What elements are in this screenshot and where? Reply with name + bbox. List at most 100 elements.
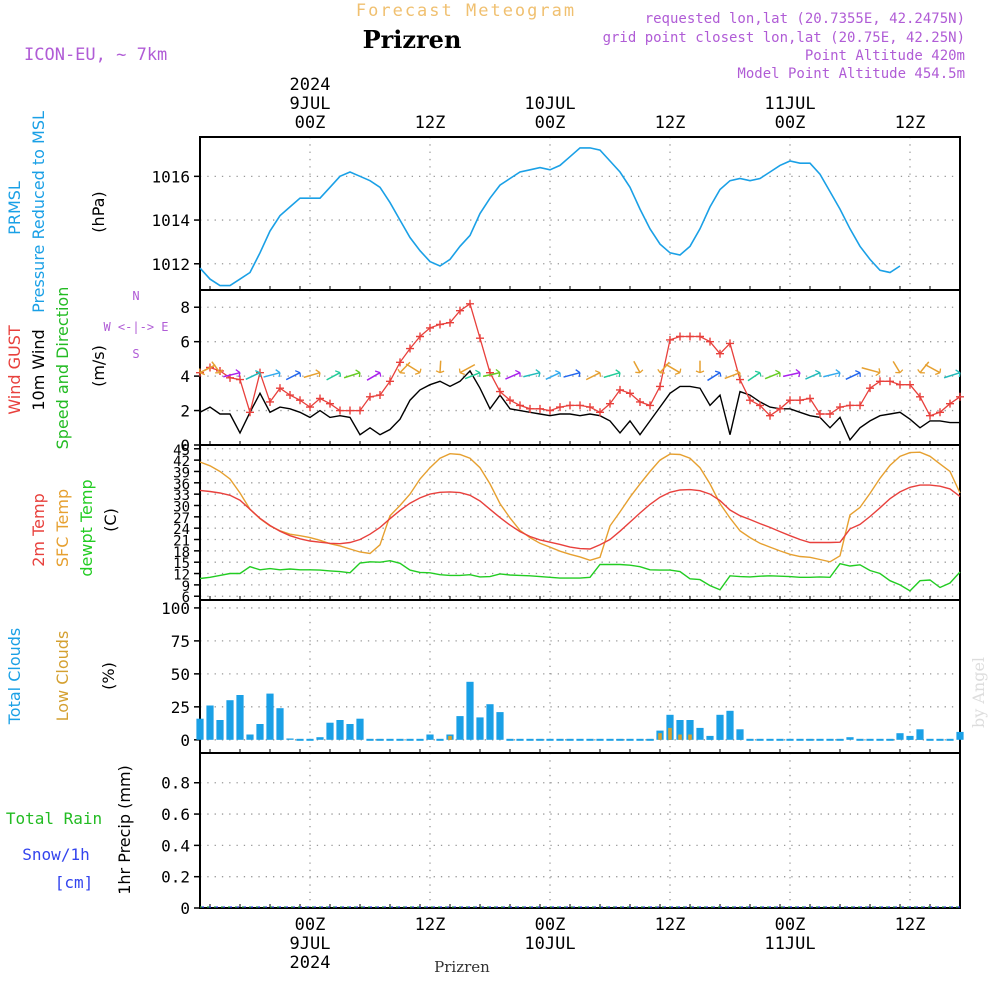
total-cloud-bar <box>676 720 684 740</box>
total-cloud-bar <box>426 734 434 740</box>
y-tick-label: 0 <box>180 899 190 918</box>
gust-point <box>856 401 864 410</box>
y-tick-label: 1012 <box>151 255 190 274</box>
y-tick-label: 18 <box>173 545 190 561</box>
gust-point <box>356 406 364 415</box>
y-tick-label: 1016 <box>151 167 190 186</box>
footer-location: Prizren <box>434 958 490 976</box>
top-time-label: 12Z <box>895 113 926 133</box>
wind-arrow-head <box>835 369 841 378</box>
gust-point <box>606 399 614 408</box>
compass-s: S <box>132 347 139 361</box>
wind-direction-arrow <box>707 372 721 382</box>
panel-1: 1012 1014 1016 <box>151 136 961 291</box>
total-cloud-bar <box>276 708 284 740</box>
wind-direction-arrow <box>545 371 561 380</box>
gust-label: Wind GUST <box>5 325 24 415</box>
top-time-label: 2024 <box>290 75 331 95</box>
gust-point <box>596 408 604 417</box>
y-tick-label: 25 <box>171 698 190 717</box>
y-tick-label: 0 <box>180 731 190 750</box>
total-cloud-bar <box>246 734 254 740</box>
panel-frame <box>199 289 961 446</box>
pressure-series <box>199 147 901 287</box>
direction-label: Speed and Direction <box>53 287 72 450</box>
total-cloud-label: Total Clouds <box>5 628 24 726</box>
gust-point <box>386 377 394 386</box>
total-cloud-bar <box>316 737 324 740</box>
gust-point <box>706 337 714 346</box>
y-tick-label: 12 <box>173 568 190 584</box>
total-cloud-bar <box>336 720 344 740</box>
gust-point <box>726 339 734 348</box>
model-altitude: Model Point Altitude 454.5m <box>737 66 965 82</box>
gust-point <box>466 299 474 308</box>
gust-point <box>436 320 444 329</box>
top-time-label: 10JUL <box>524 94 575 114</box>
gust-point <box>786 396 794 405</box>
product-title: Forecast Meteogram <box>356 1 576 21</box>
bottom-time-label: 9JUL <box>290 934 331 954</box>
wind-arrow-head <box>475 369 481 377</box>
gust-point <box>446 318 454 327</box>
total-cloud-bar <box>846 737 854 740</box>
total-cloud-bar <box>706 735 714 740</box>
wind-arrow-head <box>397 368 405 374</box>
low-cloud-bar <box>658 733 662 740</box>
y-tick-label: 2 <box>180 402 190 421</box>
wind-arrow-head <box>555 370 561 377</box>
total-cloud-bar <box>206 705 214 740</box>
gust-point <box>396 358 404 367</box>
wind-direction-arrow <box>343 371 361 379</box>
gust-point <box>656 382 664 391</box>
wind-arrow-head <box>795 368 801 378</box>
snow-label: Snow/1h <box>22 845 89 864</box>
gust-point <box>746 396 754 405</box>
wind-arrow-head <box>895 369 904 374</box>
wind-direction-arrow <box>659 361 670 374</box>
top-time-label: 00Z <box>775 113 806 133</box>
bottom-time-label: 12Z <box>655 915 686 935</box>
wind-arrow-head <box>674 368 682 376</box>
wind-series <box>196 299 964 442</box>
wind-arrow-head <box>615 369 621 378</box>
total-cloud-bar <box>346 724 354 740</box>
wind-direction-arrow <box>633 360 641 374</box>
wind-arrow-head <box>198 368 206 376</box>
total-cloud-bar <box>236 695 244 740</box>
wind-arrow-head <box>515 369 521 377</box>
total-cloud-bar <box>286 738 294 740</box>
y-tick-label: 50 <box>171 665 190 684</box>
wind-direction-arrow <box>585 371 601 381</box>
y-tick-label: 15 <box>173 556 190 572</box>
total-cloud-bar <box>716 714 724 740</box>
wind-arrow-head <box>775 369 781 377</box>
gust-point <box>506 396 514 405</box>
temperature-series <box>199 451 961 592</box>
wind-direction-arrow <box>805 371 821 380</box>
panel-frame <box>199 444 961 601</box>
pressure-label: Pressure Reduced to MSL <box>29 111 48 313</box>
gust-point <box>776 404 784 413</box>
total-cloud-bar <box>456 716 464 740</box>
wind-arrow-head <box>374 370 382 377</box>
total-cloud-bar <box>736 729 744 740</box>
y-tick-label: 0.8 <box>161 774 190 793</box>
bottom-time-label: 11JUL <box>764 934 815 954</box>
y-tick-label: 45 <box>173 443 190 459</box>
y-tick-label: 8 <box>180 298 190 317</box>
wind-arrow-head <box>414 368 422 375</box>
gust-point <box>926 411 934 420</box>
wind-direction-arrow <box>603 371 621 379</box>
gust-point <box>806 394 814 403</box>
t2m-line <box>199 484 961 550</box>
wind-arrow-head <box>235 369 241 378</box>
y-tick-label: 21 <box>173 534 190 550</box>
total-cloud-bar <box>216 720 224 740</box>
gust-point <box>896 380 904 389</box>
wind-direction-arrow <box>223 371 241 378</box>
compass-we: W <-|-> E <box>103 320 168 334</box>
gust-point <box>546 406 554 415</box>
gust-point <box>836 403 844 412</box>
gust-point <box>366 392 374 401</box>
